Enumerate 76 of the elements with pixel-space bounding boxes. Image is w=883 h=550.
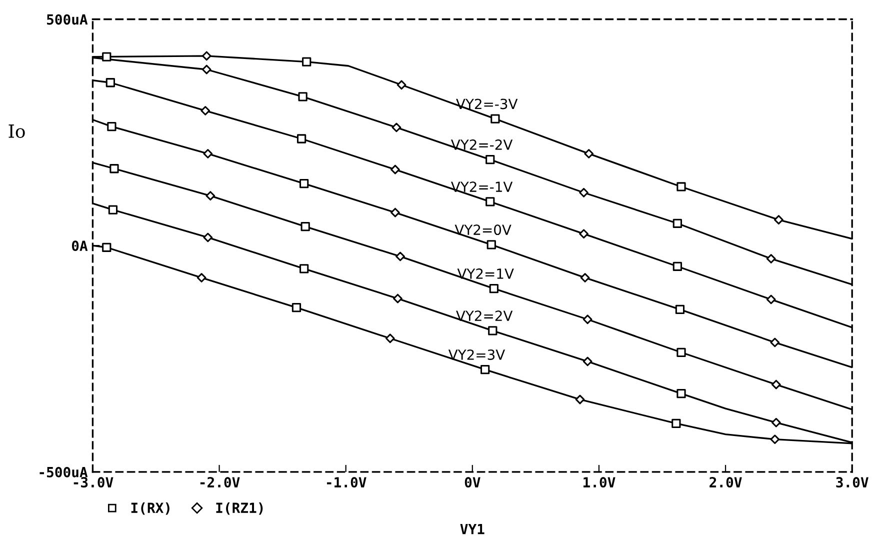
series-label: VY2=3V	[448, 349, 506, 360]
y-tick-label: 0A	[72, 240, 88, 252]
point	[300, 264, 309, 274]
point	[392, 122, 402, 132]
series-label: VY2=-1V	[450, 182, 513, 192]
point	[385, 334, 395, 344]
x-tick-label: -3.0V	[74, 477, 114, 488]
y-axis-title: Io	[8, 124, 25, 138]
point	[580, 273, 590, 282]
y-tick-label: 500uA	[47, 14, 88, 25]
point	[106, 78, 116, 88]
point	[206, 191, 216, 200]
point	[292, 303, 302, 312]
point	[582, 356, 592, 366]
point	[766, 294, 776, 304]
point	[108, 205, 118, 214]
x-tick-label: 0V	[464, 477, 480, 488]
point	[102, 52, 112, 62]
point	[770, 434, 780, 444]
legend-label: I(RX)	[131, 502, 170, 515]
point	[672, 262, 682, 271]
x-tick-label: -2.0V	[200, 477, 240, 488]
point	[579, 188, 588, 198]
point	[672, 418, 681, 428]
point	[480, 365, 490, 374]
point	[672, 218, 682, 228]
point	[486, 197, 495, 206]
point	[203, 148, 213, 158]
series-label: VY2=-2V	[450, 139, 513, 150]
point	[107, 122, 116, 132]
point	[584, 148, 594, 158]
point	[300, 222, 310, 232]
point	[582, 314, 592, 324]
point	[575, 394, 585, 404]
series-label: VY2=2V	[456, 310, 513, 321]
x-tick-label: 2.0V	[710, 477, 742, 488]
x-tick-label: -1.0V	[326, 477, 366, 488]
point	[488, 326, 498, 336]
point	[390, 164, 400, 174]
series-label: VY2=1V	[457, 268, 514, 279]
point	[579, 229, 588, 238]
point	[296, 134, 306, 144]
x-tick-label: 1.0V	[584, 477, 616, 488]
point	[202, 51, 212, 61]
series-label: VY2=-3V	[456, 98, 518, 110]
point	[486, 155, 495, 164]
point	[676, 348, 686, 357]
x-axis-title: VY1	[460, 524, 484, 534]
point	[771, 418, 781, 428]
legend-label: I(RZ1)	[216, 502, 263, 515]
point	[302, 57, 312, 66]
point	[393, 294, 402, 304]
series-label: VY2=0V	[454, 224, 512, 236]
point	[489, 284, 498, 294]
point	[676, 389, 686, 398]
point	[202, 64, 212, 74]
point	[675, 304, 685, 314]
x-tick-label: 3.0V	[836, 477, 868, 488]
point	[390, 208, 400, 218]
point	[196, 273, 206, 282]
point	[771, 380, 781, 390]
y-tick-label: -500uA	[40, 466, 88, 478]
point	[774, 215, 784, 224]
point	[396, 252, 405, 262]
point	[490, 114, 500, 124]
point	[396, 80, 406, 90]
point	[110, 164, 119, 174]
point	[102, 242, 112, 252]
point	[300, 178, 309, 188]
point	[200, 106, 210, 116]
point	[676, 182, 686, 192]
point	[770, 338, 780, 348]
point	[298, 92, 308, 102]
point	[766, 254, 776, 264]
point	[486, 240, 496, 250]
point	[203, 232, 213, 242]
